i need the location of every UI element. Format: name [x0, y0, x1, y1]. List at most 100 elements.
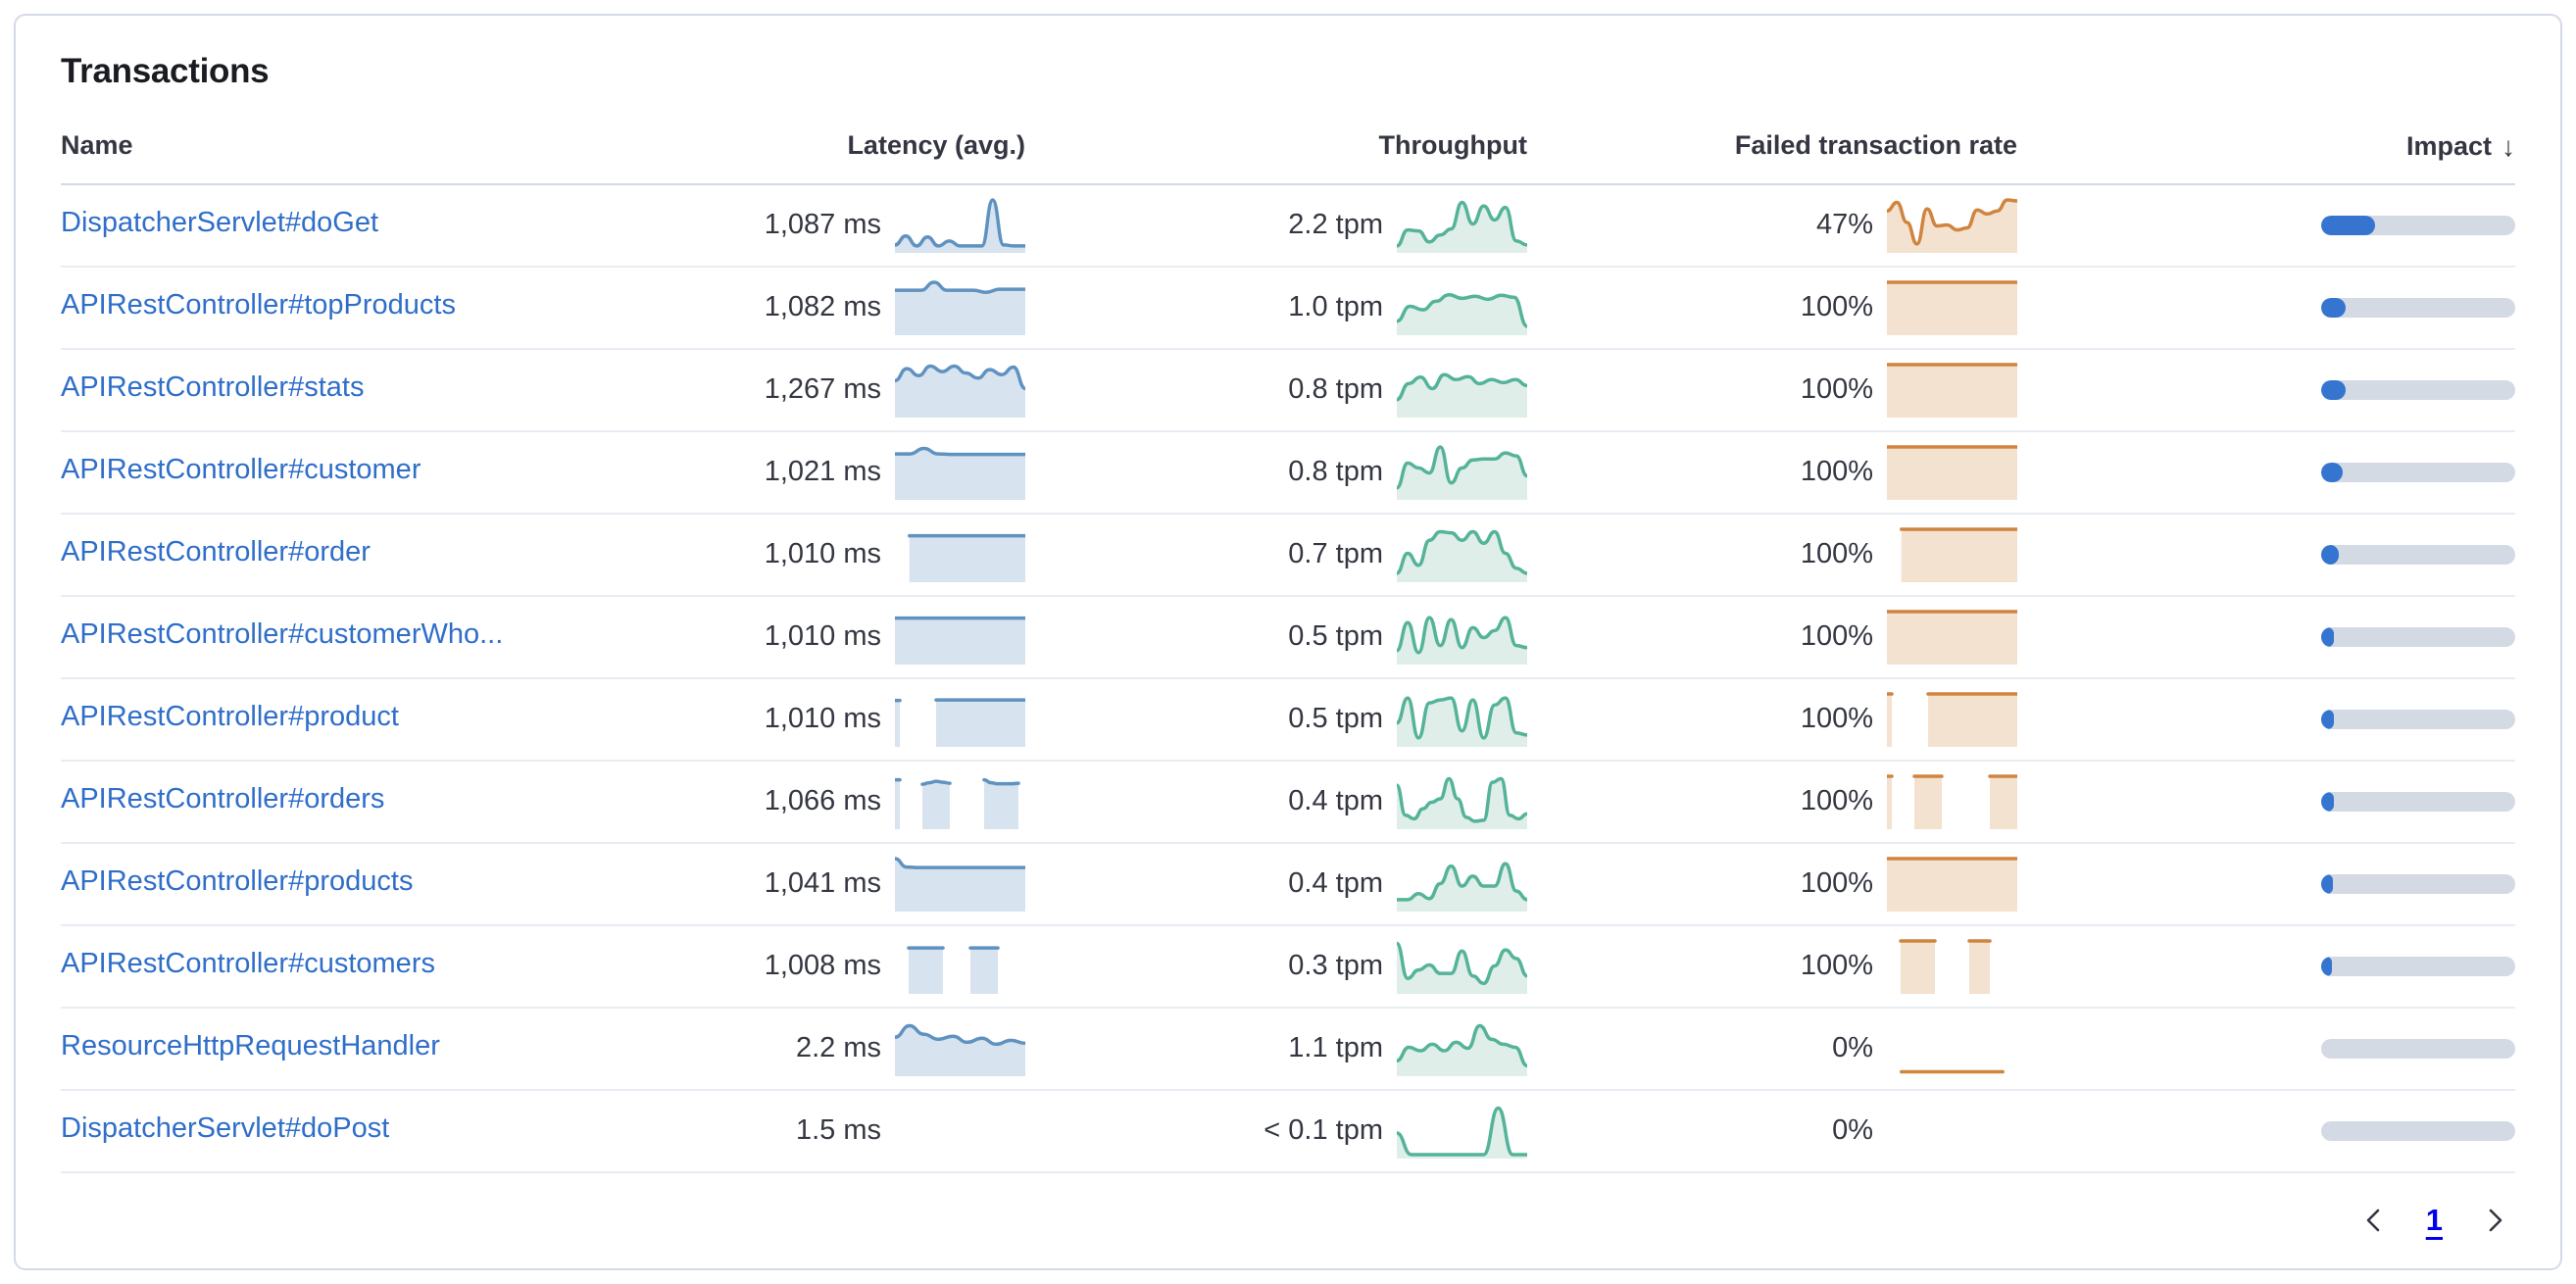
transactions-panel: Transactions Name Latency (avg.) Through…	[14, 14, 2562, 1270]
latency-value: 1,008 ms	[764, 950, 881, 981]
throughput-sparkline	[1397, 774, 1527, 829]
latency-sparkline	[895, 610, 1025, 665]
transaction-name-link[interactable]: APIRestController#orders	[61, 782, 385, 815]
failed-rate-value: 100%	[1800, 867, 1873, 899]
failed-rate-value: 100%	[1800, 950, 1873, 981]
sort-descending-icon: ↓	[2502, 130, 2515, 162]
failed-rate-sparkline	[1887, 526, 2017, 582]
impact-bar-fill	[2321, 956, 2332, 976]
chevron-right-icon	[2489, 1209, 2502, 1231]
latency-value: 1,066 ms	[764, 785, 881, 816]
throughput-sparkline	[1397, 1104, 1527, 1159]
transaction-name-link[interactable]: ResourceHttpRequestHandler	[61, 1029, 440, 1062]
failed-rate-sparkline	[1887, 279, 2017, 335]
transaction-name-link[interactable]: DispatcherServlet#doPost	[61, 1111, 390, 1144]
impact-bar	[2321, 379, 2515, 400]
latency-value: 1,010 ms	[764, 538, 881, 569]
column-header-name[interactable]: Name	[61, 120, 633, 185]
latency-value: 1,041 ms	[764, 867, 881, 899]
chevron-left-icon	[2366, 1209, 2380, 1231]
previous-page-button[interactable]	[2355, 1202, 2393, 1239]
failed-rate-sparkline	[1887, 691, 2017, 747]
transaction-name-link[interactable]: APIRestController#customer	[61, 453, 421, 485]
throughput-sparkline	[1397, 692, 1527, 747]
failed-rate-value: 100%	[1800, 456, 1873, 487]
table-row: APIRestController#stats 1,267 ms 0.8 tpm…	[61, 348, 2515, 432]
impact-bar-fill	[2321, 215, 2376, 235]
impact-bar	[2321, 709, 2515, 729]
transaction-name-link[interactable]: APIRestController#customers	[61, 947, 435, 979]
failed-rate-sparkline	[1887, 773, 2017, 829]
throughput-value: 0.3 tpm	[1288, 950, 1383, 981]
transaction-name-link[interactable]: APIRestController#stats	[61, 370, 365, 403]
impact-bar	[2321, 544, 2515, 565]
failed-rate-sparkline	[1887, 362, 2017, 418]
table-row: ResourceHttpRequestHandler 2.2 ms 1.1 tp…	[61, 1007, 2515, 1091]
column-header-latency[interactable]: Latency (avg.)	[633, 120, 1025, 185]
latency-value: 1,010 ms	[764, 703, 881, 734]
page-number-1[interactable]: 1	[2425, 1202, 2443, 1237]
throughput-value: 0.8 tpm	[1288, 456, 1383, 487]
impact-header-label: Impact	[2405, 130, 2492, 161]
transaction-name-link[interactable]: APIRestController#order	[61, 535, 371, 568]
table-row: APIRestController#orders 1,066 ms 0.4 tp…	[61, 760, 2515, 844]
column-header-failed-rate[interactable]: Failed transaction rate	[1527, 120, 2017, 185]
column-header-throughput[interactable]: Throughput	[1025, 120, 1527, 185]
transaction-name-link[interactable]: APIRestController#products	[61, 864, 414, 897]
transaction-name-link[interactable]: APIRestController#product	[61, 700, 399, 732]
failed-rate-sparkline	[1887, 1021, 2017, 1076]
impact-bar-fill	[2321, 297, 2346, 318]
table-row: APIRestController#customers 1,008 ms 0.3…	[61, 924, 2515, 1009]
throughput-value: < 0.1 tpm	[1263, 1114, 1383, 1146]
failed-rate-sparkline	[1887, 856, 2017, 912]
failed-rate-value: 100%	[1800, 703, 1873, 734]
table-row: APIRestController#products 1,041 ms 0.4 …	[61, 842, 2515, 926]
latency-value: 1,082 ms	[764, 291, 881, 322]
latency-sparkline	[895, 939, 1025, 994]
table-row: APIRestController#product 1,010 ms 0.5 t…	[61, 677, 2515, 762]
latency-value: 1.5 ms	[795, 1114, 881, 1146]
impact-bar	[2321, 956, 2515, 976]
throughput-sparkline	[1397, 610, 1527, 665]
failed-rate-sparkline	[1887, 197, 2017, 253]
impact-bar	[2321, 873, 2515, 894]
impact-bar	[2321, 1120, 2515, 1141]
failed-rate-value: 100%	[1800, 538, 1873, 569]
latency-sparkline	[895, 445, 1025, 500]
panel-title: Transactions	[61, 52, 270, 90]
impact-bar	[2321, 626, 2515, 647]
failed-rate-value: 100%	[1800, 373, 1873, 405]
failed-rate-sparkline	[1887, 938, 2017, 994]
latency-value: 2.2 ms	[795, 1032, 881, 1063]
latency-sparkline	[895, 856, 1025, 912]
throughput-sparkline	[1397, 363, 1527, 418]
impact-bar	[2321, 462, 2515, 482]
impact-bar	[2321, 791, 2515, 812]
impact-bar-fill	[2321, 544, 2339, 565]
throughput-value: 2.2 tpm	[1288, 209, 1383, 240]
impact-bar	[2321, 297, 2515, 318]
throughput-sparkline	[1397, 198, 1527, 253]
table-header-row: Name Latency (avg.) Throughput Failed tr…	[61, 120, 2515, 185]
transaction-name-link[interactable]: DispatcherServlet#doGet	[61, 206, 378, 238]
throughput-value: 1.1 tpm	[1288, 1032, 1383, 1063]
transaction-name-link[interactable]: APIRestController#customerWho...	[61, 617, 504, 650]
latency-sparkline	[895, 363, 1025, 418]
throughput-sparkline	[1397, 444, 1527, 500]
failed-rate-value: 100%	[1800, 785, 1873, 816]
impact-bar-fill	[2321, 873, 2333, 894]
failed-rate-value: 100%	[1800, 291, 1873, 322]
next-page-button[interactable]	[2476, 1202, 2513, 1239]
throughput-sparkline	[1397, 1021, 1527, 1076]
throughput-sparkline	[1397, 280, 1527, 335]
latency-value: 1,021 ms	[764, 456, 881, 487]
column-header-impact[interactable]: Impact ↓	[2017, 120, 2515, 185]
latency-value: 1,267 ms	[764, 373, 881, 405]
transaction-name-link[interactable]: APIRestController#topProducts	[61, 288, 456, 321]
throughput-value: 0.5 tpm	[1288, 620, 1383, 652]
failed-rate-value: 47%	[1815, 209, 1873, 240]
latency-sparkline	[895, 1021, 1025, 1076]
latency-sparkline	[895, 692, 1025, 747]
latency-sparkline	[895, 1104, 1025, 1159]
table-row: DispatcherServlet#doGet 1,087 ms 2.2 tpm…	[61, 183, 2515, 268]
